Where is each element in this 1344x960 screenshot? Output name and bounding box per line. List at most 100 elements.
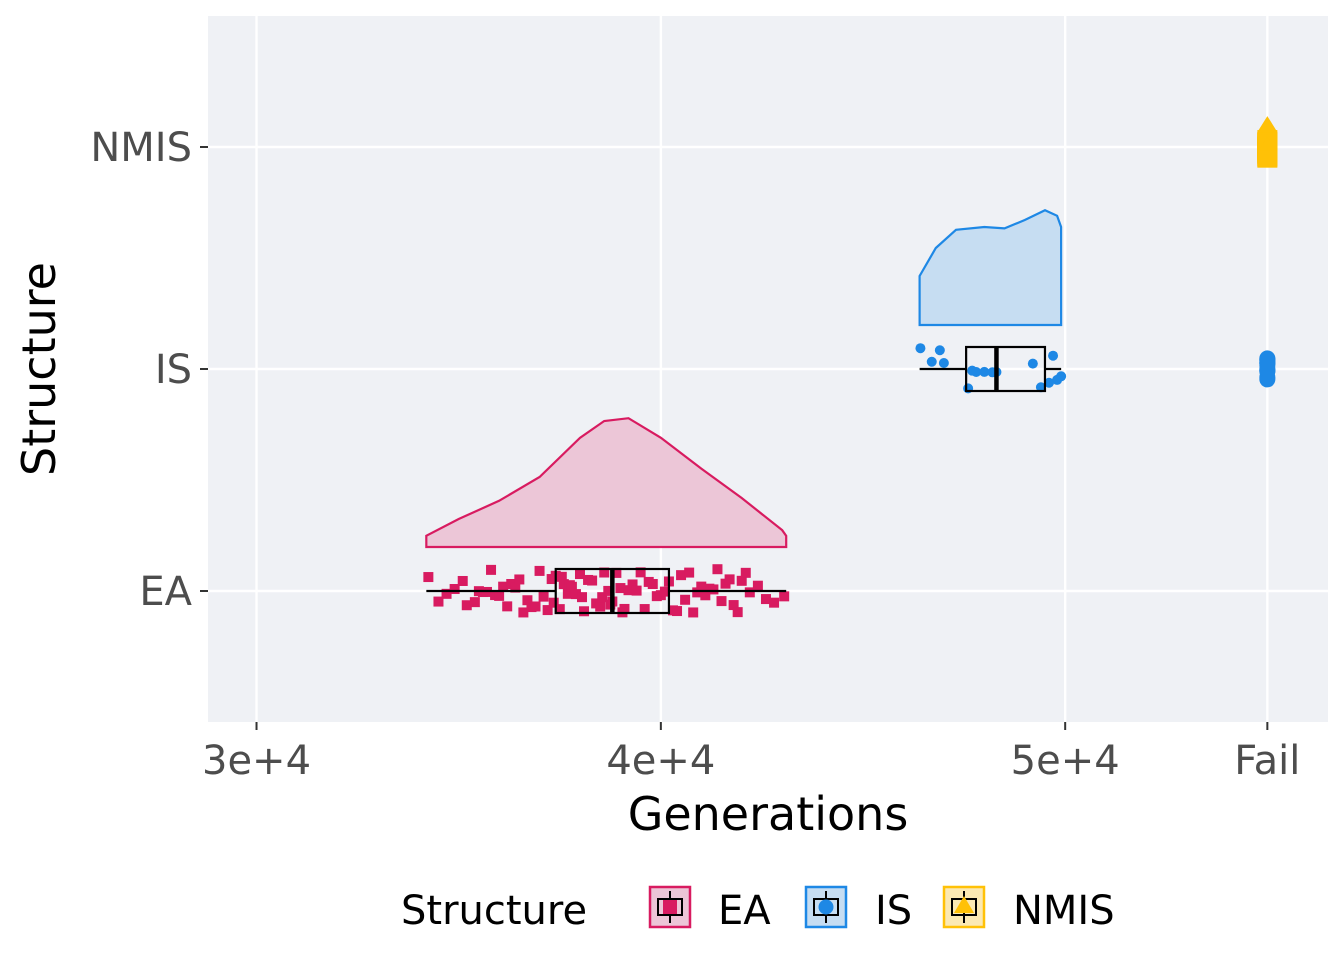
data-point [514,574,525,585]
legend-key-iqr [657,898,683,916]
data-point [926,356,937,367]
x-tick-label: 4e+4 [606,738,715,784]
series-layer [423,116,1278,618]
data-point [554,604,565,615]
x-axis-title: Generations [628,787,909,841]
data-point [1056,371,1067,382]
data-point [522,595,533,606]
density-cloud-ea [425,417,788,549]
data-point [635,567,646,578]
data-point [577,592,588,603]
data-point [498,581,509,592]
data-point [502,601,513,612]
legend: Structure EA IS NMIS [401,885,1115,934]
y-tick-label: IS [155,347,192,393]
data-point [562,588,573,599]
data-point [915,343,926,354]
legend-key-marker [663,900,677,914]
x-tick-label: 3e+4 [202,738,311,784]
data-point [538,591,549,602]
data-point [692,587,703,598]
data-point [558,579,569,590]
data-point [486,564,497,575]
data-point [716,596,727,607]
data-point [979,366,990,377]
data-point [619,603,630,614]
data-point [708,584,719,595]
data-point [724,574,735,585]
series-nmis [1257,116,1278,168]
legend-key-nmis [942,885,986,929]
legend-key-ea [648,885,692,929]
legend-label: EA [718,888,771,934]
y-tick-label: NMIS [90,125,192,171]
data-point [548,597,559,608]
legend-key-marker [954,896,974,913]
data-point [599,567,610,578]
data-point [623,585,634,596]
data-point [934,345,945,356]
data-point [728,600,739,611]
data-point [534,565,545,576]
data-point [556,571,567,582]
y-axis-title: Structure [12,262,66,476]
data-point [740,567,751,578]
fail-point [1257,136,1278,153]
data-point [659,586,670,597]
data-point [542,605,553,616]
series-ea [423,417,790,618]
data-point [433,596,444,607]
data-point [1048,350,1059,361]
data-point [1044,377,1055,388]
data-point [971,367,982,378]
series-is [915,208,1276,394]
data-point [631,585,642,596]
data-point [469,597,480,608]
data-point [579,606,590,617]
data-point [760,594,771,605]
gridlines [208,16,1328,722]
data-point [647,579,658,590]
x-tick-label: Fail [1234,738,1300,784]
data-point [461,600,472,611]
data-point [680,594,691,605]
legend-label: NMIS [1013,888,1115,934]
data-point [779,591,790,602]
data-point [574,569,585,580]
data-point [684,567,695,578]
data-point [696,581,707,592]
data-point [611,567,622,578]
data-point [1027,358,1038,369]
density-cloud-is [918,208,1063,327]
x-tick-label: 5e+4 [1011,738,1120,784]
y-tick-label: EA [139,569,192,615]
data-point [595,601,606,612]
data-point [615,583,626,594]
data-point [587,575,598,586]
data-point [769,597,780,608]
legend-key-iqr [813,898,839,916]
fail-point [1259,352,1276,369]
data-point [566,581,577,592]
data-point [1035,382,1046,393]
data-point [744,587,755,598]
data-point [736,575,747,586]
data-point [494,590,505,601]
legend-label: IS [875,888,912,934]
data-point [597,592,608,603]
fail-point [1257,150,1278,167]
data-point [672,606,683,617]
data-point [627,579,638,590]
legend-key-marker [818,899,834,915]
data-point [639,604,650,615]
data-point [441,588,452,599]
data-point [530,601,541,612]
legend-key-is [804,885,848,929]
data-point [423,572,434,583]
data-point [712,564,723,575]
fail-point [1257,118,1278,135]
data-point [518,607,529,618]
data-point [449,584,460,595]
data-point [570,589,581,600]
